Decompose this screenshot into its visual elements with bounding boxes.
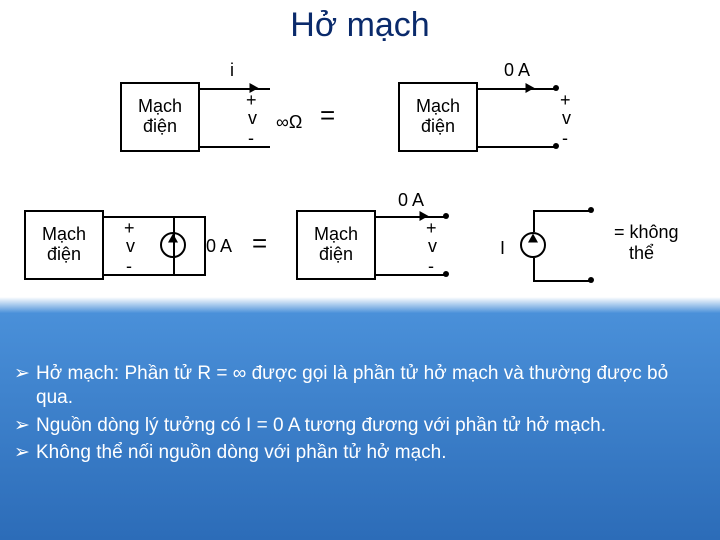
wire [533, 258, 535, 280]
v-label: v [248, 108, 257, 129]
wire [478, 146, 556, 148]
wire [104, 216, 206, 218]
v-label: v [428, 236, 437, 257]
wire [533, 210, 535, 232]
wire [533, 210, 591, 212]
current-arrow-icon [526, 83, 535, 93]
i-label: i [230, 60, 234, 81]
wire [478, 88, 556, 90]
bullet-text: Nguồn dòng lý tưởng có I = 0 A tương đươ… [36, 414, 706, 438]
v-label: v [126, 236, 135, 257]
terminal-dot-icon [553, 85, 559, 91]
source-arrow-icon [168, 234, 178, 243]
zero-amp-label: 0 A [206, 236, 232, 257]
zero-amp-label: 0 A [398, 190, 424, 211]
equals-sign: = [252, 228, 267, 259]
wire [533, 280, 591, 282]
diagram-stage: Mạch điện i + v - ∞Ω = Mạch điện 0 A + v… [0, 50, 720, 310]
circuit-box: Mạch điện [120, 82, 200, 152]
bullet-item: ➢ Không thể nối nguồn dòng với phần tử h… [14, 441, 706, 465]
terminal-dot-icon [443, 213, 449, 219]
impossible-label: = không thể [614, 222, 679, 264]
circuit-box: Mạch điện [398, 82, 478, 152]
terminal-dot-icon [443, 271, 449, 277]
circuit-box: Mạch điện [24, 210, 104, 280]
I-label: I [500, 238, 505, 259]
minus-label: - [248, 128, 254, 149]
wire [200, 146, 270, 148]
wire [104, 274, 206, 276]
bullet-mark-icon: ➢ [14, 441, 36, 465]
bullet-list: ➢ Hở mạch: Phần tử R = ∞ được gọi là phầ… [14, 362, 706, 469]
equals-sign: = [320, 100, 335, 131]
bullet-mark-icon: ➢ [14, 362, 36, 410]
circuit-box: Mạch điện [296, 210, 376, 280]
page-title: Hở mạch [0, 0, 720, 45]
bullet-text: Hở mạch: Phần tử R = ∞ được gọi là phần … [36, 362, 706, 410]
bullet-mark-icon: ➢ [14, 414, 36, 438]
bullet-item: ➢ Hở mạch: Phần tử R = ∞ được gọi là phầ… [14, 362, 706, 410]
wire [173, 216, 175, 274]
minus-label: - [126, 256, 132, 277]
terminal-dot-icon [588, 207, 594, 213]
v-label: v [562, 108, 571, 129]
zero-amp-label: 0 A [504, 60, 530, 81]
bullet-item: ➢ Nguồn dòng lý tưởng có I = 0 A tương đ… [14, 414, 706, 438]
bullet-text: Không thể nối nguồn dòng với phần tử hở … [36, 441, 706, 465]
terminal-dot-icon [588, 277, 594, 283]
terminal-dot-icon [553, 143, 559, 149]
source-arrow-icon [528, 234, 538, 243]
infinite-ohm-label: ∞Ω [276, 112, 302, 133]
wire [376, 274, 446, 276]
minus-label: - [428, 256, 434, 277]
minus-label: - [562, 128, 568, 149]
wire [200, 88, 270, 90]
